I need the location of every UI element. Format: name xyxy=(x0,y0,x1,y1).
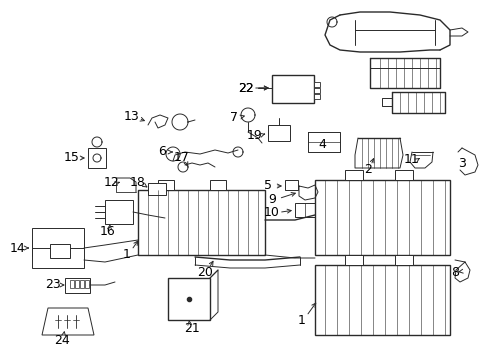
Bar xyxy=(314,180,449,255)
Text: 16: 16 xyxy=(100,225,116,238)
Bar xyxy=(267,125,289,141)
Bar xyxy=(285,180,297,190)
Text: 8: 8 xyxy=(450,266,458,279)
Text: 21: 21 xyxy=(184,321,200,334)
Text: 10: 10 xyxy=(264,207,279,220)
Bar xyxy=(158,180,174,190)
Text: 24: 24 xyxy=(54,333,70,346)
Text: 18: 18 xyxy=(130,176,145,189)
Bar xyxy=(32,228,84,268)
Bar xyxy=(105,200,133,224)
Bar xyxy=(168,278,209,320)
Bar xyxy=(50,244,70,258)
Text: 13: 13 xyxy=(124,111,140,123)
Polygon shape xyxy=(42,308,94,335)
Text: 12: 12 xyxy=(104,176,120,189)
Text: 5: 5 xyxy=(264,180,271,193)
Bar xyxy=(294,203,325,217)
Bar xyxy=(75,280,79,288)
Text: 1: 1 xyxy=(123,248,131,261)
Bar xyxy=(138,190,264,255)
Bar xyxy=(314,265,449,335)
Text: 9: 9 xyxy=(267,193,275,207)
Bar xyxy=(70,280,74,288)
Bar xyxy=(313,82,319,87)
Text: 22: 22 xyxy=(238,81,253,94)
Text: 1: 1 xyxy=(298,314,305,327)
Bar xyxy=(394,255,412,265)
Text: 15: 15 xyxy=(64,152,80,165)
Text: 2: 2 xyxy=(364,163,371,176)
Bar xyxy=(88,148,106,168)
Bar xyxy=(85,280,89,288)
Text: 17: 17 xyxy=(174,152,189,165)
Bar xyxy=(209,180,225,190)
Bar xyxy=(148,183,165,195)
Text: 22: 22 xyxy=(238,81,253,94)
Bar xyxy=(271,75,313,103)
Text: 14: 14 xyxy=(10,242,26,255)
Text: 7: 7 xyxy=(229,112,238,125)
Text: 11: 11 xyxy=(403,153,419,166)
Text: 20: 20 xyxy=(197,265,212,279)
Bar xyxy=(65,278,90,293)
Bar xyxy=(345,255,362,265)
Bar xyxy=(313,94,319,99)
Text: 23: 23 xyxy=(45,279,61,292)
Bar xyxy=(80,280,84,288)
Text: 4: 4 xyxy=(317,139,325,152)
Text: 6: 6 xyxy=(158,145,165,158)
Bar xyxy=(313,88,319,93)
Text: 3: 3 xyxy=(457,157,465,171)
Bar xyxy=(394,170,412,180)
Text: 19: 19 xyxy=(246,130,263,143)
Bar xyxy=(345,170,362,180)
